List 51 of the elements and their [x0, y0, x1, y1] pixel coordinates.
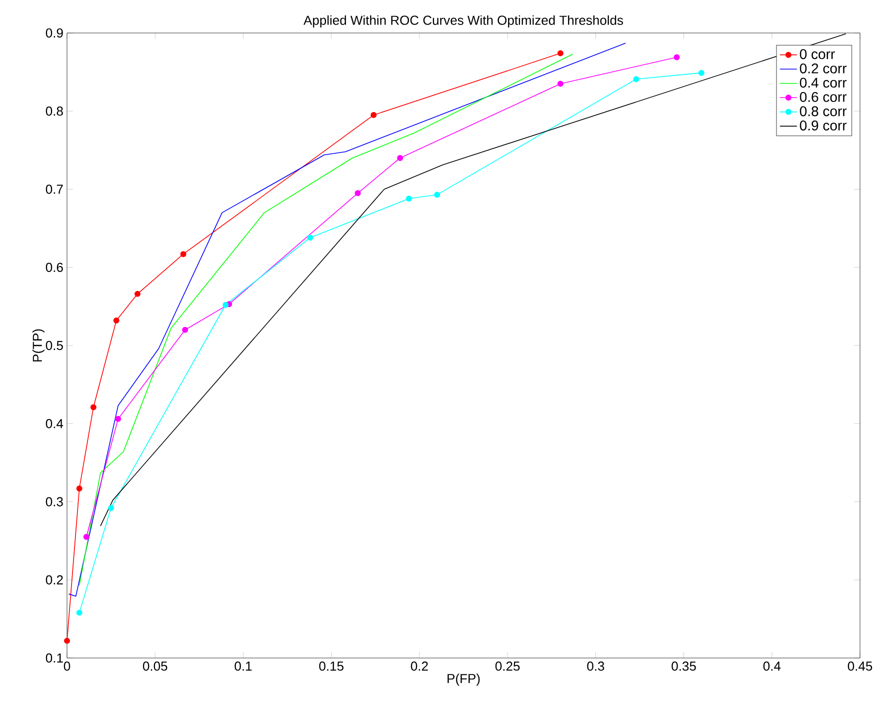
x-tick-label: 0.1	[234, 662, 252, 671]
legend-label: 0.9 corr	[800, 120, 847, 130]
point	[64, 638, 70, 644]
point	[434, 192, 440, 198]
point	[182, 326, 188, 333]
x-tick-label: 0.4	[763, 662, 781, 671]
point	[406, 196, 412, 202]
legend-label: 0.8 corr	[800, 106, 847, 116]
point	[90, 404, 96, 410]
legend-label: 0.2 corr	[800, 63, 847, 74]
legend-label: 0.4 corr	[800, 78, 847, 88]
x-tick-label: 0.45	[848, 662, 872, 671]
point	[222, 302, 229, 308]
y-tick-label: 0.3	[46, 497, 63, 506]
legend-label: 0 corr	[800, 49, 835, 60]
x-tick-label: 0.15	[319, 662, 344, 671]
point	[557, 50, 564, 56]
x-tick-label: 0.3	[587, 662, 604, 671]
y-tick-label: 0.8	[46, 106, 63, 116]
y-tick-label: 0.7	[46, 184, 63, 194]
point	[180, 251, 186, 258]
y-tick-label: 0.1	[46, 653, 63, 663]
point	[633, 76, 640, 82]
point	[307, 234, 314, 241]
y-tick-label: 0.5	[46, 340, 63, 350]
x-tick-label: 0	[64, 662, 70, 671]
chart-title: Applied Within ROC Curves With Optimized Thresholds	[304, 15, 624, 28]
y-tick-label: 0.4	[46, 419, 64, 428]
point	[115, 416, 122, 422]
point	[76, 485, 82, 492]
point	[354, 190, 361, 196]
point	[83, 534, 90, 540]
legend-label: 0.6 corr	[800, 92, 847, 102]
point	[108, 505, 114, 511]
point	[113, 317, 120, 324]
point	[698, 70, 704, 76]
point	[76, 610, 82, 616]
x-tick-label: 0.25	[495, 662, 520, 671]
point	[397, 154, 404, 161]
point	[370, 112, 377, 118]
x-tick-label: 0.05	[142, 662, 168, 671]
point	[557, 80, 564, 87]
point	[134, 290, 140, 297]
x-axis-title: P(FP)	[448, 674, 480, 686]
point	[674, 54, 680, 60]
y-tick-label: 0.2	[46, 575, 63, 584]
y-tick-label: 0.9	[46, 28, 63, 38]
x-tick-label: 0.35	[672, 662, 696, 671]
y-tick-label: 0.6	[46, 262, 63, 272]
y-axis-title: P(TP)	[32, 329, 45, 362]
x-tick-label: 0.2	[410, 662, 428, 671]
